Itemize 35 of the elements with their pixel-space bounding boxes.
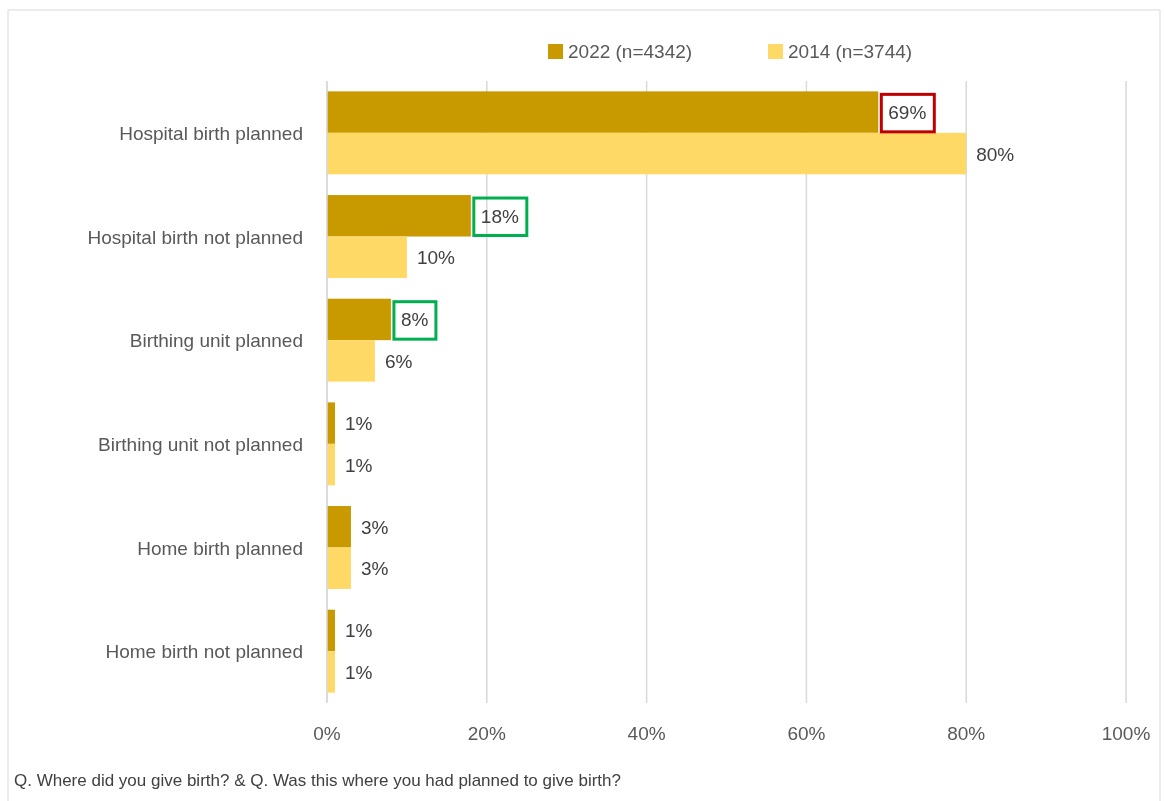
x-tick-label: 60% [787, 723, 826, 744]
data-label: 8% [400, 309, 429, 331]
x-tick-label: 40% [627, 723, 666, 744]
y-tick-label: Home birth not planned [105, 641, 303, 663]
y-tick-label: Home birth planned [137, 537, 303, 559]
data-label: 6% [384, 350, 413, 372]
legend-label: 2014 (n=3744) [788, 41, 913, 62]
data-label: 18% [480, 205, 519, 227]
text: Q. Where did you give birth? & Q. Was this where you had planned to give birth? [14, 771, 621, 790]
bar [327, 340, 375, 382]
bar [327, 298, 391, 341]
bar [327, 547, 351, 589]
y-tick-label: Birthing unit not planned [98, 433, 303, 455]
data-label: 1% [344, 661, 373, 683]
bar [327, 91, 879, 133]
legend-label: 2022 (n=4342) [568, 41, 693, 62]
bar [327, 132, 967, 175]
y-tick-label: Birthing unit planned [129, 330, 303, 352]
x-tick-label: 80% [947, 723, 986, 744]
data-label: 3% [360, 516, 389, 538]
data-label: 80% [976, 143, 1015, 165]
bar [327, 506, 351, 548]
data-label: 1% [344, 454, 373, 476]
y-tick-label: Hospital birth planned [119, 122, 303, 144]
data-label: 69% [888, 102, 927, 124]
data-label: 10% [416, 247, 456, 269]
bar [327, 195, 471, 237]
data-label: 1% [344, 620, 373, 642]
x-tick-label: 20% [467, 723, 506, 744]
x-tick-label: 0% [313, 723, 341, 744]
data-label: 1% [344, 413, 373, 435]
bar [327, 236, 407, 278]
data-label: 3% [360, 558, 389, 580]
x-tick-label: 100% [1101, 723, 1151, 744]
y-tick-label: Hospital birth not planned [87, 226, 303, 248]
